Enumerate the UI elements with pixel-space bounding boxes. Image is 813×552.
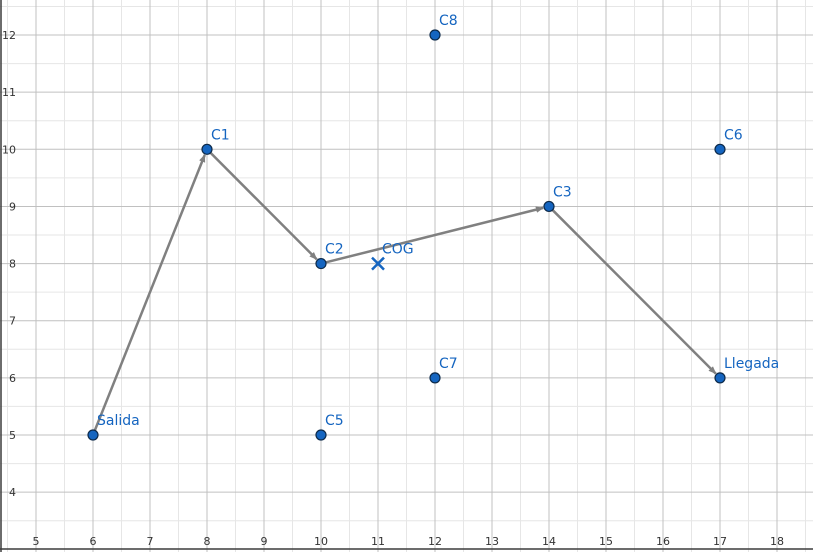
y-tick-label-10: 10 [2, 143, 16, 156]
y-tick-label-11: 11 [2, 86, 16, 99]
cog-label: COG [382, 242, 414, 258]
point-C6[interactable] [714, 143, 726, 155]
point-C8[interactable] [429, 29, 441, 41]
x-tick-label-18: 18 [770, 535, 784, 548]
x-tick-label-10: 10 [314, 535, 328, 548]
point-label-C3: C3 [553, 184, 572, 200]
point-label-C7: C7 [439, 356, 458, 372]
x-tick-label-7: 7 [147, 535, 154, 548]
x-tick-label-15: 15 [599, 535, 613, 548]
route-arrows [91, 148, 717, 436]
point-label-C5: C5 [325, 413, 344, 429]
y-tick-label-9: 9 [9, 200, 16, 213]
y-tick-label-8: 8 [9, 258, 16, 271]
x-tick-label-6: 6 [90, 535, 97, 548]
x-tick-label-5: 5 [33, 535, 40, 548]
route-arrow-C1-to-C2 [206, 148, 318, 261]
y-tick-label-6: 6 [9, 372, 16, 385]
points: Salida C1 C2 C3 Llegada C5 C6 C7 C8 [87, 13, 779, 441]
route-arrow-C3-to-Llegada [548, 205, 717, 375]
point-C1[interactable] [201, 143, 213, 155]
x-tick-label-13: 13 [485, 535, 499, 548]
point-C5[interactable] [315, 429, 327, 441]
cog-marker-group: COG [371, 242, 414, 271]
point-C3[interactable] [543, 200, 555, 213]
tick-labels: 5 6 7 8 9 10 11 12 13 14 15 16 17 18 4 5 6 7 8 9 10 11 12 [2, 29, 784, 548]
y-tick-label-7: 7 [9, 315, 16, 328]
x-tick-label-17: 17 [713, 535, 727, 548]
y-tick-label-4: 4 [9, 486, 16, 499]
x-tick-label-14: 14 [542, 535, 556, 548]
x-tick-label-12: 12 [428, 535, 442, 548]
x-tick-label-8: 8 [204, 535, 211, 548]
point-label-C1: C1 [211, 127, 230, 143]
y-tick-label-12: 12 [2, 29, 16, 42]
point-label-C8: C8 [439, 13, 458, 29]
route-arrow-Salida-to-C1 [91, 154, 206, 436]
x-tick-label-9: 9 [261, 535, 268, 548]
point-label-Llegada: Llegada [724, 356, 779, 372]
point-label-C6: C6 [724, 127, 743, 143]
point-label-C2: C2 [325, 242, 344, 258]
point-Llegada[interactable] [714, 372, 726, 384]
point-label-Salida: Salida [97, 413, 140, 429]
point-Salida[interactable] [87, 429, 99, 441]
x-tick-label-11: 11 [371, 535, 385, 548]
route-arrow-C2-to-C3 [320, 206, 544, 265]
cog-marker-stroke-2[interactable] [371, 256, 385, 271]
point-C2[interactable] [315, 257, 327, 270]
x-tick-label-16: 16 [656, 535, 670, 548]
point-C7[interactable] [429, 372, 441, 384]
y-tick-label-5: 5 [9, 429, 16, 442]
